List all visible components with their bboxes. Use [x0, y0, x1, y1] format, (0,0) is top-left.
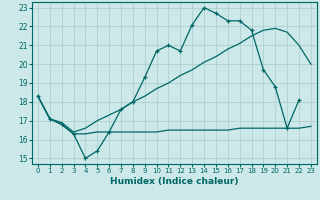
X-axis label: Humidex (Indice chaleur): Humidex (Indice chaleur) [110, 177, 239, 186]
